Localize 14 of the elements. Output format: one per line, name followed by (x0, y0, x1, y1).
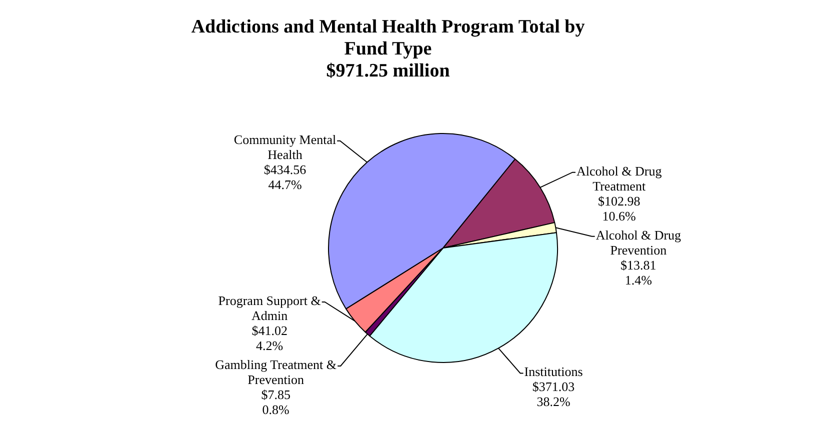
data-label: $13.81 1.4% (620, 257, 656, 288)
slice-label: Gambling Treatment & Prevention (215, 356, 336, 387)
data-label: $102.98 10.6% (598, 193, 640, 224)
slice-label: Program Support & Admin (218, 292, 321, 323)
data-label: $434.56 44.7% (264, 162, 307, 192)
data-label: $371.03 38.2% (532, 379, 575, 410)
chart-subtitle: $971.25 million (326, 60, 450, 82)
slice-label: Community Mental Health (234, 132, 336, 162)
chart-title: Addictions and Mental Health Program Total by Fund Type (191, 16, 586, 60)
slice-label: Alcohol & Drug Treatment (576, 163, 662, 194)
slice-label: Institutions (524, 364, 583, 380)
data-label: $41.02 4.2% (252, 322, 288, 353)
slice-label: Alcohol & Drug Prevention (596, 227, 682, 258)
data-label: $7.85 0.8% (261, 386, 290, 417)
